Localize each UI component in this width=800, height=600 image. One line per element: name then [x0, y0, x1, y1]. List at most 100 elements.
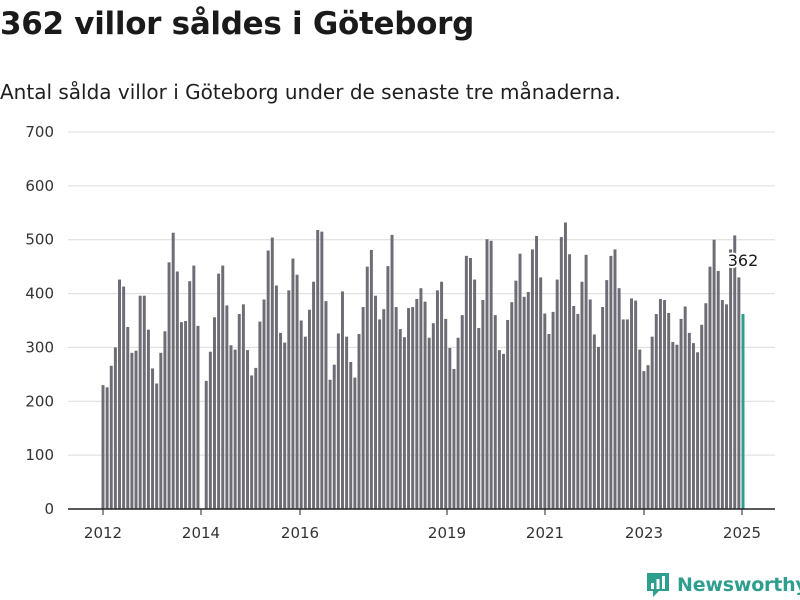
- bar: [196, 325, 200, 509]
- y-tick-label: 500: [25, 231, 54, 249]
- bar: [423, 301, 427, 509]
- chart-subtitle: Antal sålda villor i Göteborg under de s…: [0, 80, 621, 104]
- bar: [332, 364, 336, 509]
- bar: [357, 333, 361, 509]
- bar: [295, 274, 299, 509]
- bar: [613, 249, 617, 509]
- bar: [134, 350, 138, 509]
- bar: [328, 379, 332, 509]
- bar: [687, 332, 691, 509]
- bar: [671, 342, 675, 509]
- bar: [679, 318, 683, 509]
- bar: [345, 336, 349, 509]
- bar: [617, 288, 621, 509]
- bar: [109, 365, 113, 509]
- y-tick-label: 400: [25, 285, 54, 303]
- page-title: 362 villor såldes i Göteborg: [0, 6, 474, 42]
- bar: [146, 329, 150, 509]
- bar: [208, 351, 212, 509]
- bar: [262, 299, 266, 509]
- bar: [638, 349, 642, 509]
- bar: [733, 235, 737, 510]
- bar: [390, 234, 394, 510]
- bar: [241, 304, 245, 509]
- bar: [675, 344, 679, 509]
- bar: [175, 271, 179, 509]
- bar: [621, 319, 625, 509]
- bar: [274, 285, 278, 509]
- bar: [237, 314, 241, 509]
- bar: [382, 309, 386, 509]
- bar: [568, 254, 572, 509]
- bar: [510, 302, 514, 509]
- brand-name: Newsworthy: [677, 574, 800, 596]
- newsworthy-logo-icon: [647, 573, 669, 597]
- bar: [658, 298, 662, 509]
- bar: [291, 258, 295, 509]
- bar: [283, 342, 287, 509]
- bar: [217, 273, 221, 509]
- bar: [225, 305, 229, 509]
- bar: [444, 318, 448, 509]
- bar: [142, 295, 146, 509]
- bar: [572, 305, 576, 509]
- bar: [729, 249, 733, 509]
- bar-chart: 0 100 200 300 400 500 600 700 362 2012 2014 2016 201…: [25, 123, 775, 542]
- bar: [630, 298, 634, 509]
- bar: [506, 319, 510, 509]
- bar: [118, 279, 122, 509]
- bar: [340, 291, 344, 509]
- bar: [163, 331, 167, 509]
- bar: [312, 281, 316, 509]
- bar: [440, 281, 444, 509]
- bar: [105, 387, 109, 509]
- bar: [700, 324, 704, 509]
- bar: [683, 306, 687, 509]
- bar: [398, 329, 402, 509]
- bar: [361, 307, 365, 509]
- bar: [246, 350, 250, 509]
- brand-logo: Newsworthy: [645, 570, 800, 600]
- bar: [316, 230, 320, 509]
- bar: [737, 277, 741, 509]
- bar: [539, 277, 543, 509]
- bar: [402, 337, 406, 509]
- bar: [708, 266, 712, 509]
- bar: [543, 313, 547, 509]
- bar: [642, 371, 646, 509]
- bar: [101, 385, 105, 509]
- bar: [654, 314, 658, 509]
- bar: [171, 232, 175, 509]
- bar: [502, 353, 506, 509]
- bar: [394, 307, 398, 509]
- bar: [221, 265, 225, 509]
- bar: [596, 346, 600, 509]
- bar: [188, 281, 192, 509]
- bar: [576, 314, 580, 509]
- bar: [547, 333, 551, 509]
- bar: [696, 352, 700, 509]
- y-tick-label: 300: [25, 338, 54, 356]
- bar: [369, 249, 373, 509]
- bar: [493, 315, 497, 509]
- bar: [212, 317, 216, 509]
- bar: [130, 352, 134, 509]
- y-tick-label: 600: [25, 177, 54, 195]
- bar: [563, 222, 567, 510]
- bar: [192, 265, 196, 509]
- bar: [299, 320, 303, 509]
- bar: [151, 368, 155, 509]
- bar: [435, 290, 439, 509]
- x-tick-label: 2023: [625, 524, 663, 542]
- bar: [349, 361, 353, 509]
- bar: [159, 352, 163, 509]
- bar: [287, 290, 291, 509]
- bar: [122, 286, 126, 509]
- bar: [551, 311, 555, 509]
- bar: [419, 288, 423, 509]
- bar: [407, 308, 411, 509]
- x-tick-label: 2019: [428, 524, 466, 542]
- bar: [477, 328, 481, 509]
- bar: [481, 300, 485, 509]
- bar: [716, 270, 720, 509]
